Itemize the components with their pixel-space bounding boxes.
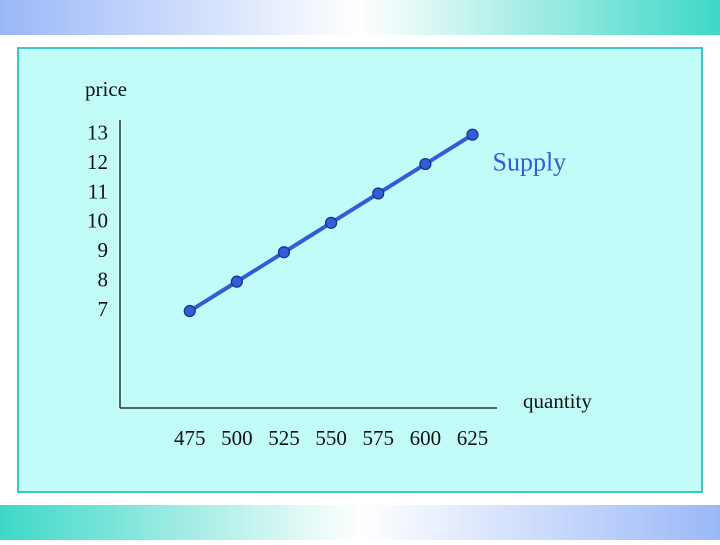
x-axis-label: quantity — [523, 389, 592, 413]
bottom-bar — [0, 505, 720, 540]
y-tick-label: 11 — [88, 179, 108, 203]
x-tick-label: 550 — [315, 426, 347, 450]
x-tick-label: 525 — [268, 426, 300, 450]
y-tick-label: 8 — [98, 267, 109, 291]
series-label: Supply — [492, 148, 566, 177]
data-point — [277, 246, 291, 259]
x-tick-label: 600 — [410, 426, 442, 450]
x-tick-label: 575 — [362, 426, 394, 450]
y-tick-label: 10 — [87, 209, 108, 233]
data-point — [183, 304, 196, 318]
y-tick-label: 13 — [87, 121, 108, 145]
x-tick-label: 625 — [457, 426, 489, 450]
data-point — [230, 275, 243, 288]
x-tick-label: 500 — [221, 426, 253, 450]
top-bar — [0, 0, 720, 35]
data-point — [372, 187, 385, 200]
y-axis-label: price — [85, 77, 127, 101]
data-point — [419, 157, 432, 171]
y-tick-label: 12 — [87, 150, 108, 174]
y-tick-label: 7 — [98, 297, 109, 321]
data-point — [325, 216, 338, 229]
data-point — [466, 128, 479, 141]
chart-panel — [17, 47, 703, 493]
x-tick-label: 475 — [174, 426, 206, 450]
y-tick-label: 9 — [98, 238, 109, 262]
